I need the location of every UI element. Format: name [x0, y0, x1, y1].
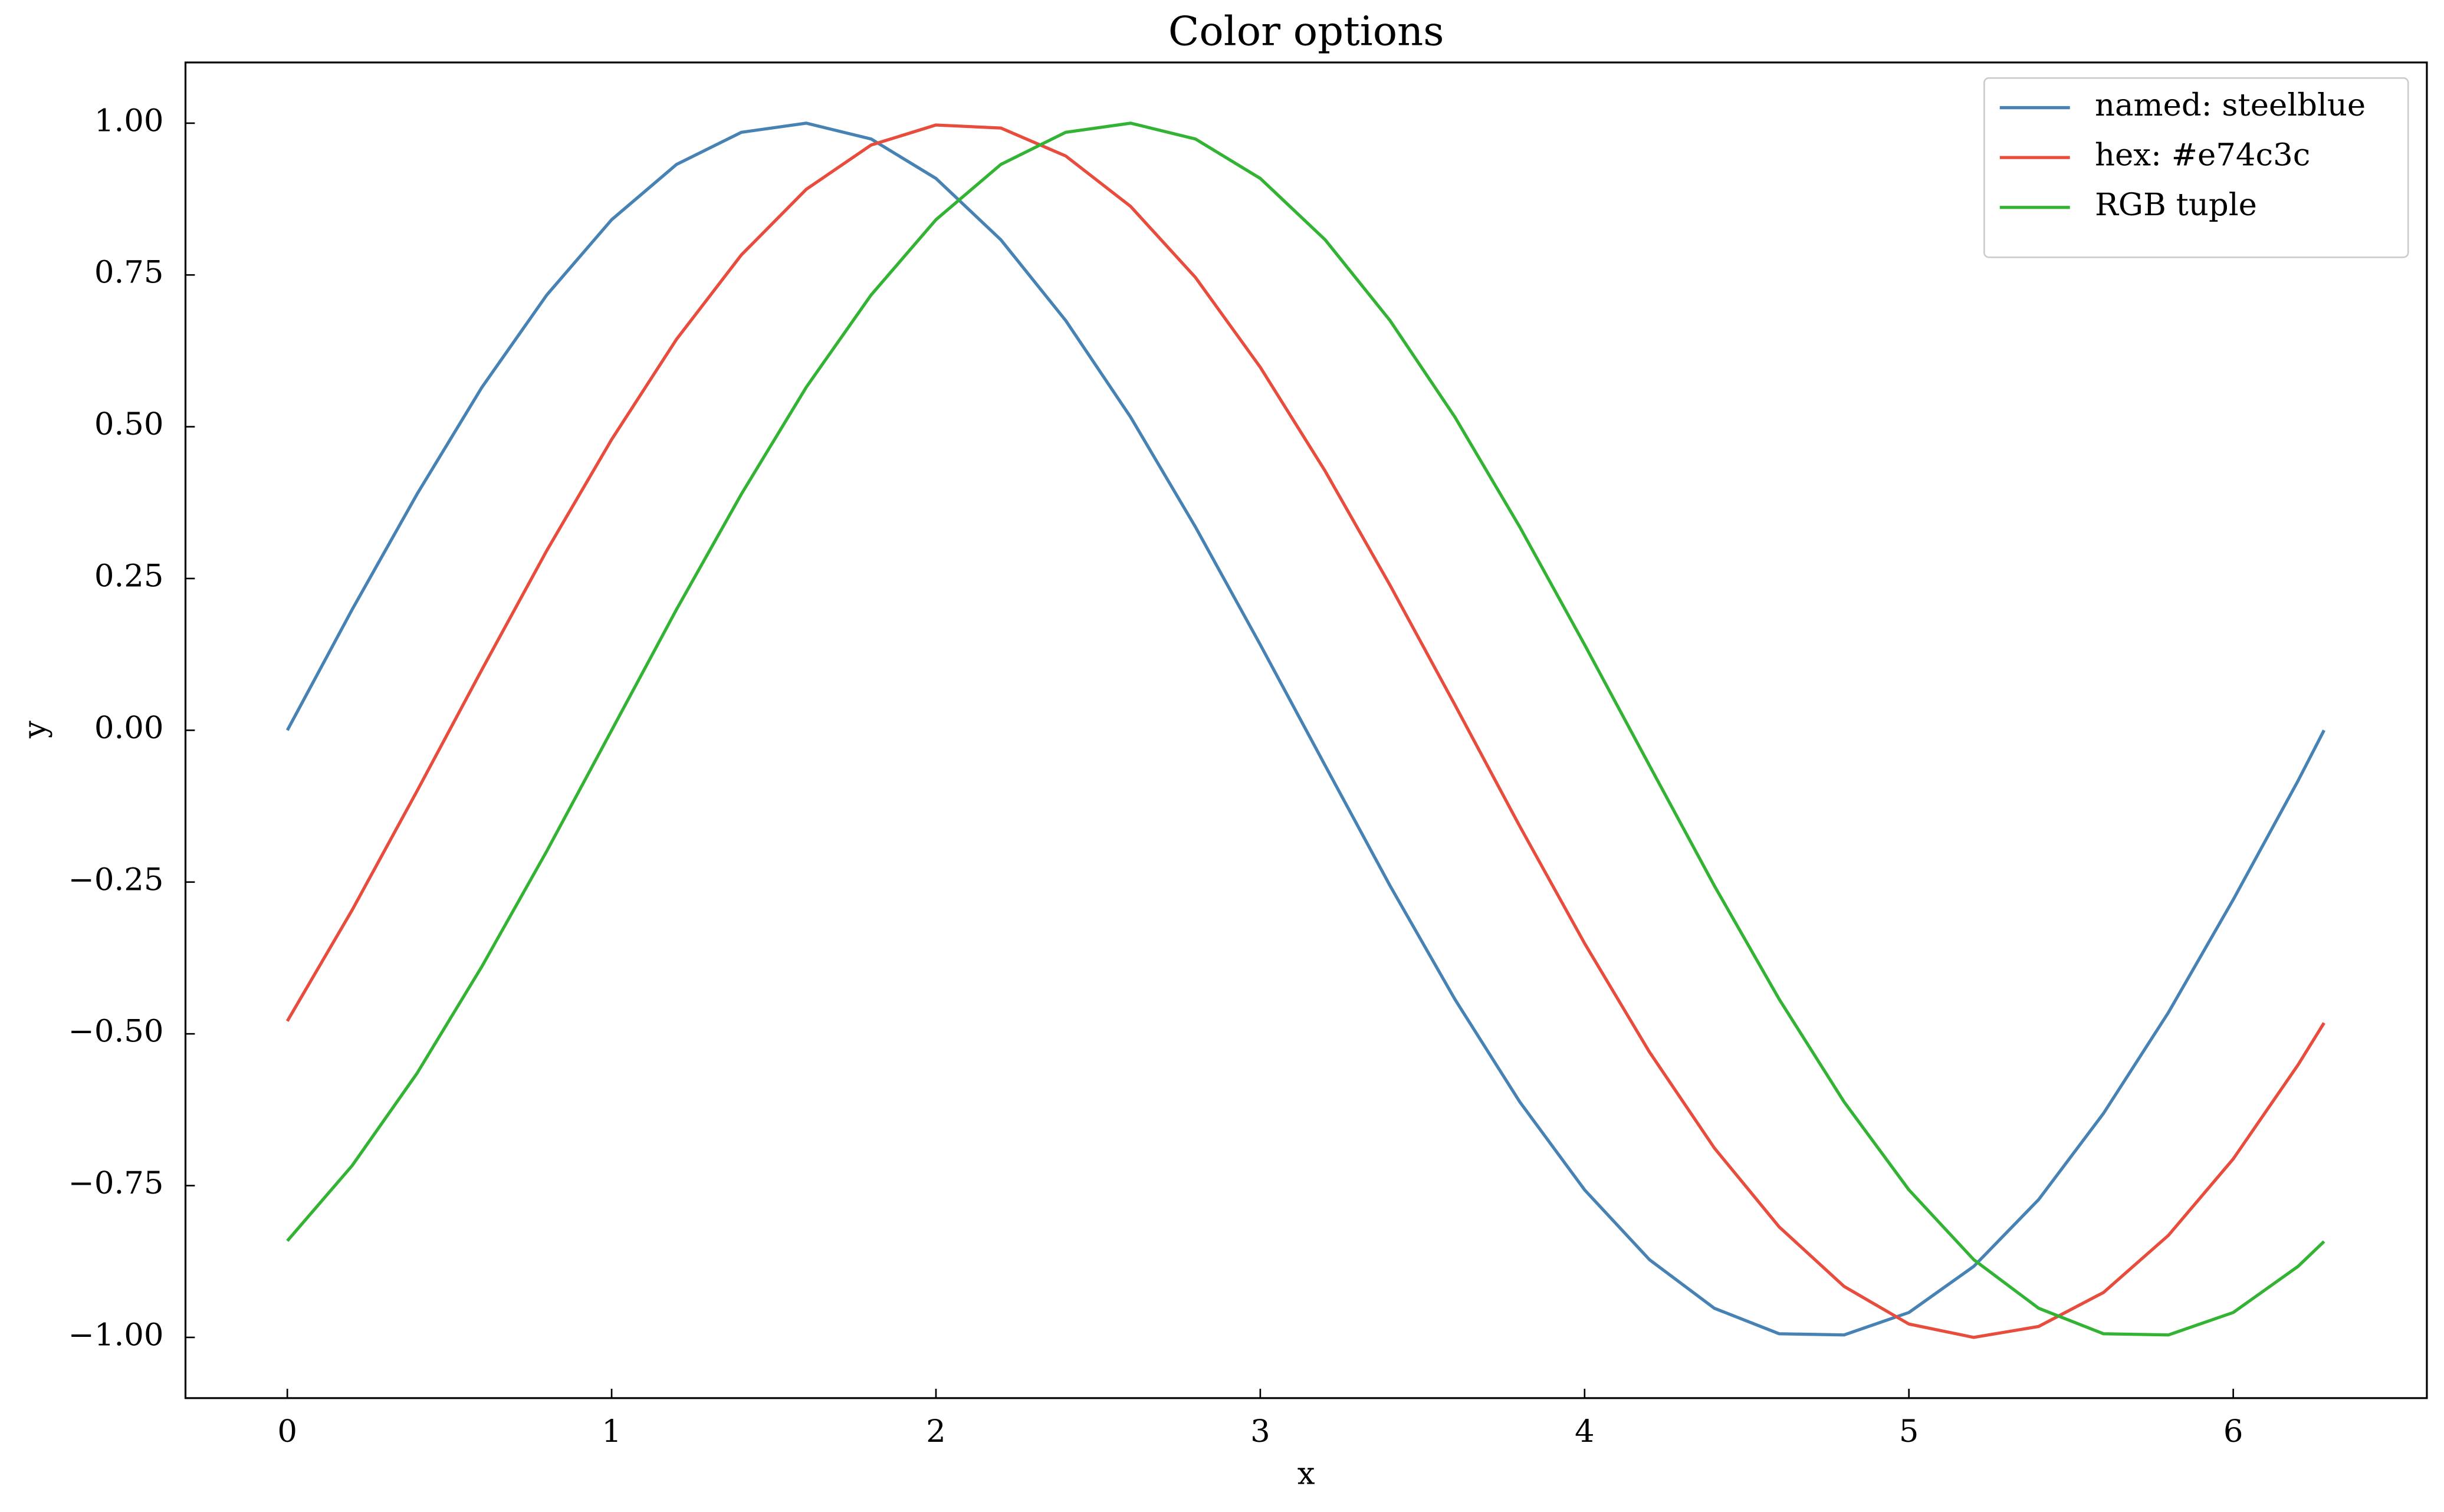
y-tick-label: −1.00 — [68, 1317, 164, 1353]
x-tick-label: 1 — [602, 1414, 622, 1449]
line-series — [286, 121, 2325, 1337]
legend-label: named: steelblue — [2095, 87, 2366, 123]
legend-label: RGB tuple — [2095, 187, 2257, 223]
y-tick-label: −0.25 — [68, 862, 164, 898]
y-tick-label: −0.75 — [68, 1165, 164, 1201]
chart-title: Color options — [1168, 8, 1444, 55]
x-tick-label: 3 — [1250, 1414, 1270, 1449]
line-series — [285, 123, 2325, 1339]
y-tick-label: 1.00 — [94, 103, 164, 139]
line-series — [285, 121, 2325, 1337]
x-tick-label: 4 — [1575, 1414, 1595, 1449]
y-tick-label: 0.00 — [94, 710, 164, 746]
y-tick-label: 0.50 — [94, 406, 164, 442]
y-tick-label: 0.25 — [94, 558, 164, 594]
y-tick-label: 0.75 — [94, 255, 164, 291]
legend-box — [1983, 77, 2409, 258]
x-tick-label: 5 — [1899, 1414, 1919, 1449]
x-axis-label: x — [1297, 1456, 1315, 1492]
x-tick-label: 2 — [926, 1414, 946, 1449]
x-tick-label: 0 — [277, 1414, 297, 1449]
y-axis-label: y — [17, 721, 53, 739]
plot-frame — [184, 61, 2428, 1399]
x-tick-label: 6 — [2223, 1414, 2243, 1449]
y-tick-label: −0.50 — [68, 1014, 164, 1050]
legend-label: hex: #e74c3c — [2095, 137, 2310, 173]
